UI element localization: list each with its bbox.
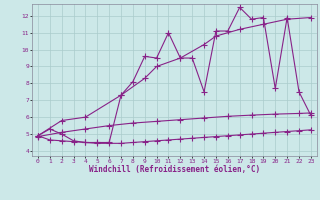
- X-axis label: Windchill (Refroidissement éolien,°C): Windchill (Refroidissement éolien,°C): [89, 165, 260, 174]
